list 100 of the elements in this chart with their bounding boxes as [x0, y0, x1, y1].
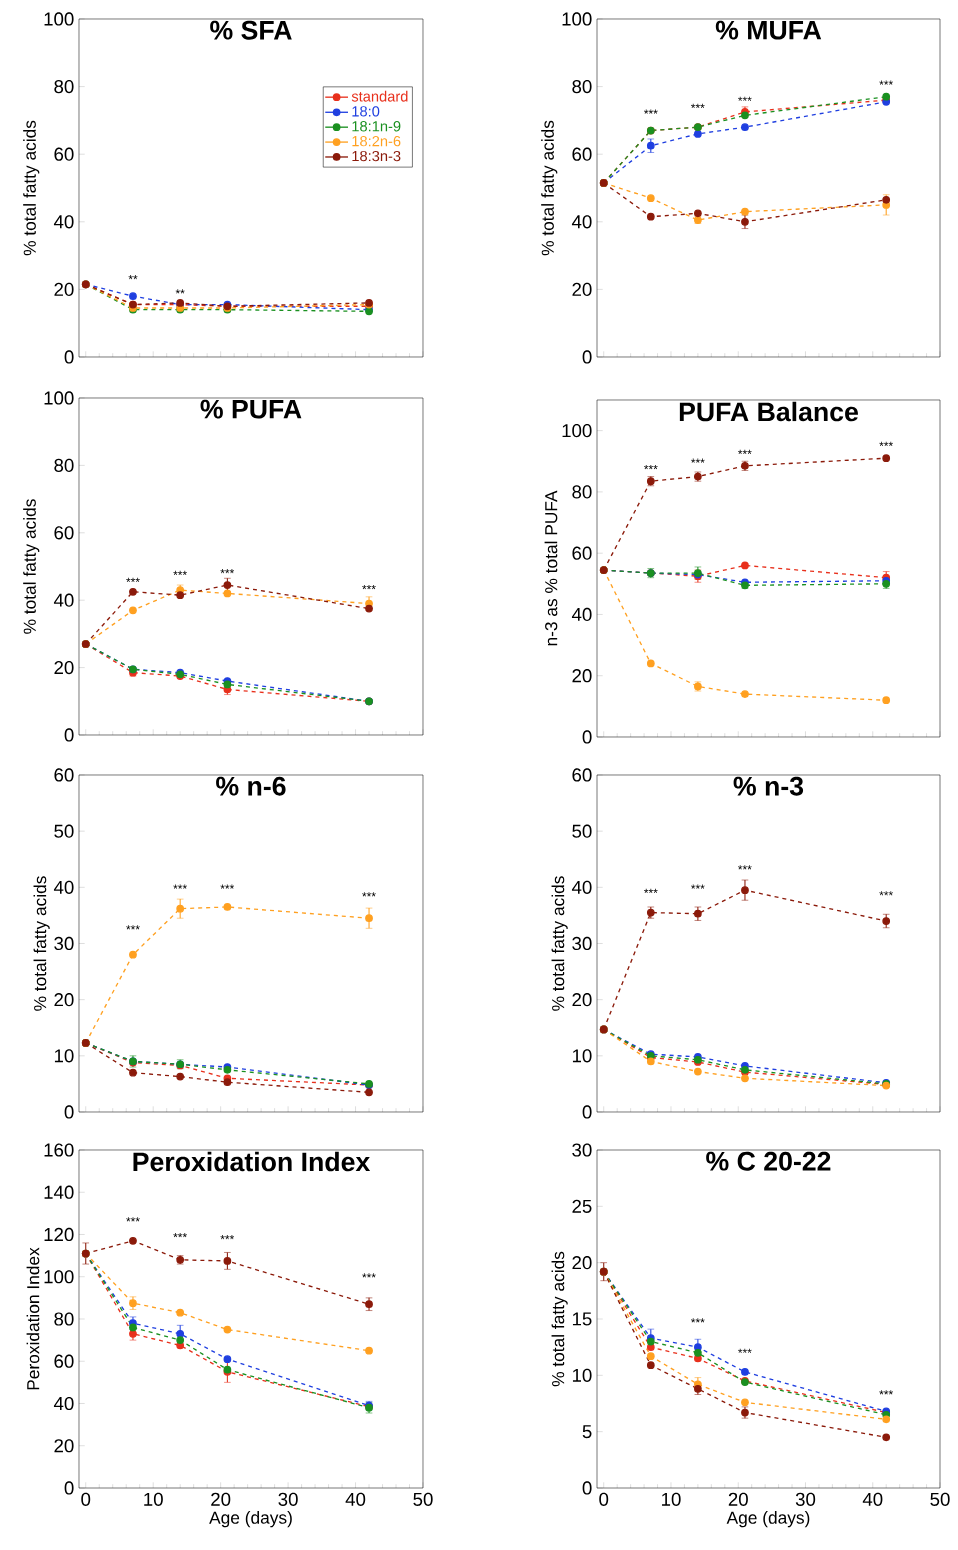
legend-label: 18:2n-6: [352, 135, 401, 147]
y-tick-label: 0: [64, 1481, 74, 1495]
y-tick-label: 80: [54, 1312, 74, 1326]
y-tick-label: 30: [572, 1143, 592, 1157]
x-tick-label: 20: [211, 1492, 231, 1506]
y-tick-label: 100: [562, 12, 592, 26]
annotation: ***: [362, 1273, 376, 1278]
y-tick-label: 60: [54, 1354, 74, 1368]
y-tick-label: 20: [54, 993, 74, 1007]
x-tick-label: 20: [728, 1492, 748, 1506]
chart-title: % n-6: [216, 776, 286, 796]
legend-label: standard: [351, 90, 408, 102]
annotation: ***: [173, 884, 187, 889]
y-tick-label: 40: [53, 880, 74, 894]
x-tick-label: 50: [930, 1492, 950, 1506]
annotation: ***: [691, 884, 705, 889]
annotation: ***: [220, 1235, 235, 1240]
y-tick-label: 80: [572, 79, 592, 94]
y-tick-label: 0: [64, 728, 74, 742]
x-tick-label: 0: [81, 1492, 91, 1506]
y-axis-title: % total fatty acids: [33, 876, 50, 1011]
y-tick-label: 80: [54, 458, 74, 473]
chart-title: PUFA Balance: [679, 401, 858, 422]
annotation: ***: [173, 570, 187, 576]
x-tick-label: 50: [413, 1492, 433, 1506]
x-tick-label: 30: [795, 1492, 816, 1506]
legend-label: 18:1n-9: [352, 121, 401, 132]
y-tick-label: 20: [572, 669, 592, 683]
annotation: ***: [644, 888, 658, 894]
y-axis-title: % total fatty acids: [551, 1251, 568, 1387]
y-tick-label: 40: [571, 880, 592, 894]
annotation: ***: [126, 925, 140, 930]
annotation: ***: [220, 569, 235, 574]
y-tick-label: 80: [54, 79, 74, 94]
chart-title: % n-3: [733, 776, 804, 796]
y-tick-label: 20: [54, 660, 74, 675]
annotation: ***: [220, 884, 235, 889]
y-tick-label: 80: [572, 485, 592, 499]
x-axis-title: Age (days): [726, 1511, 810, 1528]
y-tick-label: 120: [44, 1227, 74, 1242]
annotation: ***: [691, 103, 705, 108]
x-tick-label: 10: [144, 1492, 163, 1506]
y-tick-label: 20: [54, 282, 74, 296]
chart-title: % SFA: [210, 20, 292, 40]
y-tick-label: 30: [54, 936, 74, 951]
y-tick-label: 0: [64, 1105, 74, 1119]
y-tick-label: 0: [582, 350, 592, 364]
y-tick-label: 160: [44, 1143, 74, 1157]
annotation: ***: [691, 1318, 705, 1323]
y-axis-title: % total fatty acids: [551, 876, 568, 1011]
annotation: ***: [879, 891, 893, 896]
annotation: **: [175, 289, 185, 294]
y-tick-label: 40: [53, 1396, 74, 1411]
y-tick-label: 40: [53, 215, 74, 229]
y-tick-label: 60: [572, 768, 592, 782]
annotation: ***: [738, 449, 752, 454]
y-tick-label: 60: [54, 768, 74, 782]
annotation: ***: [126, 577, 140, 583]
y-tick-label: 60: [572, 147, 592, 161]
y-tick-label: 20: [54, 1439, 74, 1453]
annotation: ***: [362, 584, 376, 590]
y-axis-title: Peroxidation Index: [26, 1247, 40, 1390]
y-axis-title: % total fatty acids: [541, 120, 558, 256]
y-tick-label: 60: [54, 526, 74, 540]
annotation: ***: [644, 109, 658, 114]
x-tick-label: 0: [599, 1492, 609, 1506]
y-axis-title: % total fatty acids: [23, 120, 40, 256]
legend-label: 18:0: [352, 106, 380, 117]
y-tick-label: 100: [44, 391, 74, 405]
annotation: **: [128, 275, 138, 280]
y-tick-label: 10: [54, 1049, 74, 1063]
x-axis-title: Age (days): [209, 1511, 292, 1528]
annotation: ***: [879, 441, 893, 446]
annotation: ***: [362, 892, 376, 897]
y-tick-label: 0: [582, 730, 592, 744]
y-tick-label: 0: [582, 1481, 592, 1495]
annotation: ***: [738, 1348, 752, 1353]
y-tick-label: 140: [44, 1185, 74, 1199]
x-tick-label: 10: [662, 1492, 681, 1506]
y-tick-label: 40: [571, 215, 592, 229]
y-axis-title: n-3 as % total PUFA: [544, 490, 558, 646]
x-tick-label: 40: [862, 1492, 883, 1506]
y-axis-title: % total fatty acids: [23, 499, 40, 634]
y-tick-label: 40: [571, 607, 592, 622]
x-tick-label: 40: [345, 1492, 366, 1506]
y-tick-label: 60: [54, 147, 74, 161]
y-tick-label: 50: [54, 824, 74, 838]
y-tick-label: 20: [572, 1256, 592, 1270]
annotation: ***: [738, 96, 752, 101]
annotation: ***: [879, 1390, 893, 1395]
x-tick-label: 30: [278, 1492, 298, 1506]
chart-title: % MUFA: [715, 20, 822, 40]
chart-title: % PUFA: [200, 399, 302, 419]
y-tick-label: 0: [582, 1105, 592, 1119]
annotation: ***: [126, 1217, 140, 1222]
y-tick-label: 5: [582, 1425, 592, 1439]
y-tick-label: 100: [44, 1270, 74, 1284]
y-tick-label: 10: [572, 1049, 592, 1063]
y-tick-label: 50: [572, 824, 592, 838]
y-tick-label: 20: [572, 993, 592, 1007]
